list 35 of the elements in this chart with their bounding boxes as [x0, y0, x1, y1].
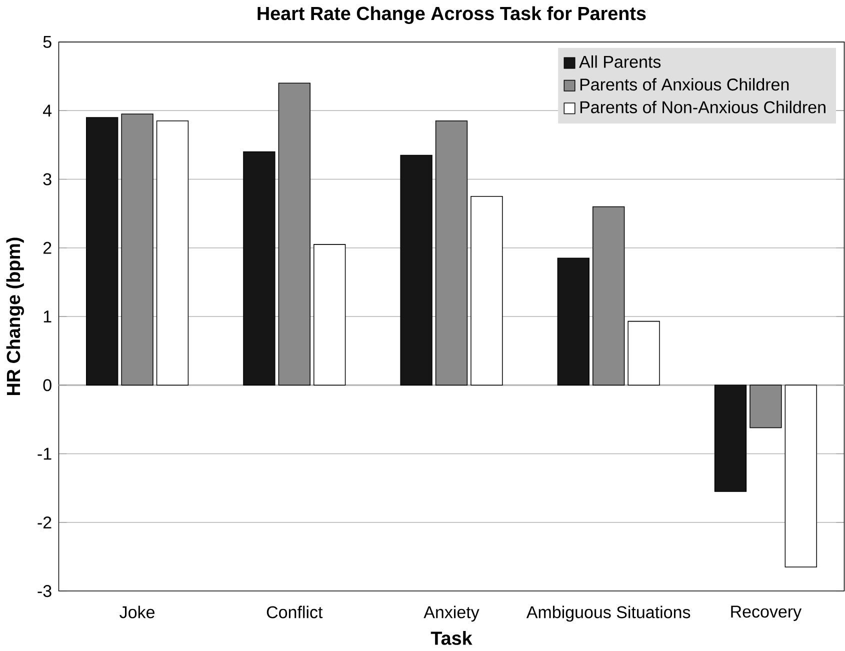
bar: [714, 384, 747, 492]
bar: [435, 120, 468, 386]
x-tick-label: Conflict: [266, 606, 323, 618]
bar: [750, 384, 782, 428]
bar: [628, 320, 660, 386]
bar: [784, 384, 817, 568]
bar: [592, 206, 625, 386]
y-tick-label: 5: [43, 36, 52, 48]
y-tick-label: 0: [43, 379, 52, 392]
y-tick-label: 4: [42, 104, 52, 116]
y-axis-title: HR Change (bpm): [6, 238, 24, 395]
bar: [86, 116, 118, 386]
bar: [156, 120, 189, 386]
bar: [314, 244, 346, 386]
x-tick-label: Anxiety: [424, 606, 480, 622]
y-tick-label: -3: [38, 584, 52, 597]
x-axis-title: Task: [430, 630, 472, 645]
bar: [243, 151, 276, 386]
chart-title: Heart Rate Change Across Task for Parents: [258, 6, 646, 24]
y-tick-label: -2: [38, 516, 52, 528]
y-tick-label: 3: [43, 173, 52, 186]
x-tick-label: Recovery: [731, 606, 802, 621]
legend-label: All Parents: [579, 55, 661, 68]
bar: [470, 196, 503, 386]
y-tick-label: -1: [38, 448, 52, 460]
y-tick-label: 2: [43, 242, 52, 254]
x-tick-label: Ambiguous Situations: [526, 606, 690, 622]
bar: [121, 114, 154, 386]
bar: [400, 154, 432, 386]
y-tick-label: 1: [44, 310, 52, 322]
legend-label: Parents of Anxious Children: [580, 78, 789, 90]
bar: [557, 258, 590, 386]
bar: [278, 82, 310, 386]
x-tick-label: Joke: [120, 606, 154, 618]
legend-label: Parents of Non-Anxious Children: [580, 100, 826, 114]
